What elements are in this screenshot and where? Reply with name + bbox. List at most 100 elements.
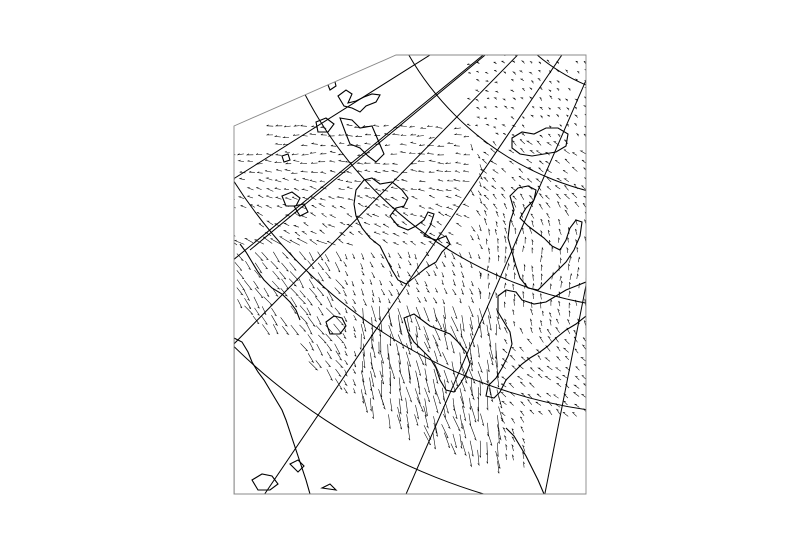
wind-vector	[488, 292, 491, 300]
wind-vector	[574, 348, 579, 354]
wind-vector	[575, 366, 580, 371]
wind-vector	[398, 352, 401, 365]
wind-vector	[537, 355, 542, 361]
wind-vector	[409, 133, 417, 136]
wind-vector	[470, 297, 475, 304]
wind-vector	[583, 319, 586, 327]
wind-vector	[346, 144, 354, 146]
wind-vector	[429, 232, 436, 237]
wind-vector	[462, 405, 467, 422]
wind-vector	[453, 144, 460, 147]
wind-vector	[310, 161, 318, 164]
wind-vector	[556, 87, 560, 91]
wind-vector	[494, 106, 498, 108]
wind-vector	[477, 406, 479, 422]
wind-vector	[554, 160, 560, 164]
wind-vector	[576, 273, 579, 279]
wind-vector	[470, 235, 474, 241]
wind-vector	[409, 169, 418, 172]
wind-vector	[415, 333, 419, 349]
wind-vector	[433, 368, 439, 385]
wind-vector	[414, 316, 421, 331]
wind-vector	[585, 52, 587, 54]
wind-vector	[522, 291, 525, 299]
wind-vector	[565, 356, 570, 360]
wind-vector	[236, 287, 244, 296]
wind-vector	[326, 351, 333, 360]
wind-vector	[254, 269, 261, 278]
wind-vector	[443, 287, 448, 295]
wind-vector	[291, 153, 299, 156]
wind-vector	[258, 223, 265, 228]
graticule-meridian-5	[234, 55, 586, 201]
wind-vector	[429, 223, 436, 228]
wind-vector	[508, 382, 514, 388]
wind-vector	[374, 162, 381, 165]
wind-vector	[373, 223, 382, 228]
wind-vector	[502, 71, 507, 74]
wind-vector	[417, 152, 425, 155]
wind-vector	[335, 360, 344, 368]
wind-vector	[256, 187, 262, 190]
wind-vector	[354, 135, 363, 138]
wind-vector	[551, 246, 554, 252]
wind-vector	[263, 287, 270, 297]
wind-vector	[409, 213, 417, 217]
wind-vector	[335, 368, 342, 377]
wind-vector	[326, 369, 334, 382]
wind-vector	[317, 306, 324, 316]
wind-vector	[417, 377, 421, 395]
wind-vector	[511, 454, 515, 461]
wind-vector	[249, 170, 255, 173]
wind-vector	[266, 220, 274, 226]
wind-vector	[335, 378, 343, 390]
wind-vector	[407, 424, 411, 441]
wind-vector	[432, 334, 439, 347]
wind-vector	[279, 271, 287, 280]
wind-vector	[369, 398, 372, 412]
map-content	[234, 52, 587, 494]
wind-vector	[470, 352, 474, 366]
wind-vector	[504, 255, 507, 263]
wind-vector	[469, 440, 474, 457]
wind-vector	[309, 341, 315, 351]
wind-vector	[398, 377, 401, 391]
wind-vector	[263, 296, 273, 306]
wind-vector	[488, 387, 494, 403]
wind-vector	[468, 305, 474, 318]
wind-vector	[471, 226, 476, 232]
wind-vector	[470, 405, 477, 423]
wind-vector	[495, 210, 499, 217]
wind-vector	[425, 251, 430, 257]
wind-vector	[527, 393, 533, 399]
wind-vector	[540, 254, 543, 263]
wind-vector	[423, 326, 430, 341]
wind-vector	[488, 315, 492, 331]
wind-vector	[391, 186, 398, 189]
wind-vector	[369, 377, 372, 391]
wind-vector	[535, 401, 542, 406]
wind-vector	[301, 153, 309, 156]
wind-vector	[401, 179, 408, 182]
wind-vector	[299, 251, 307, 261]
wind-vector	[282, 143, 289, 146]
wind-vector	[469, 423, 477, 441]
wind-vector	[459, 388, 464, 405]
wind-vector	[581, 375, 586, 380]
wind-vector	[540, 264, 543, 271]
wind-vector	[567, 87, 571, 91]
wind-vector	[562, 347, 569, 353]
wind-vector	[564, 209, 569, 216]
wind-vector	[265, 159, 272, 162]
wind-vector	[531, 265, 534, 272]
coastline-southeast-coast	[485, 281, 586, 399]
wind-vector	[507, 262, 510, 270]
wind-vector	[334, 287, 341, 294]
wind-vector	[512, 200, 517, 208]
wind-vector	[319, 171, 327, 174]
wind-vector	[390, 196, 398, 201]
wind-vector	[466, 123, 471, 127]
wind-vector	[387, 307, 392, 326]
wind-vector	[389, 270, 393, 277]
wind-vector	[318, 334, 327, 344]
